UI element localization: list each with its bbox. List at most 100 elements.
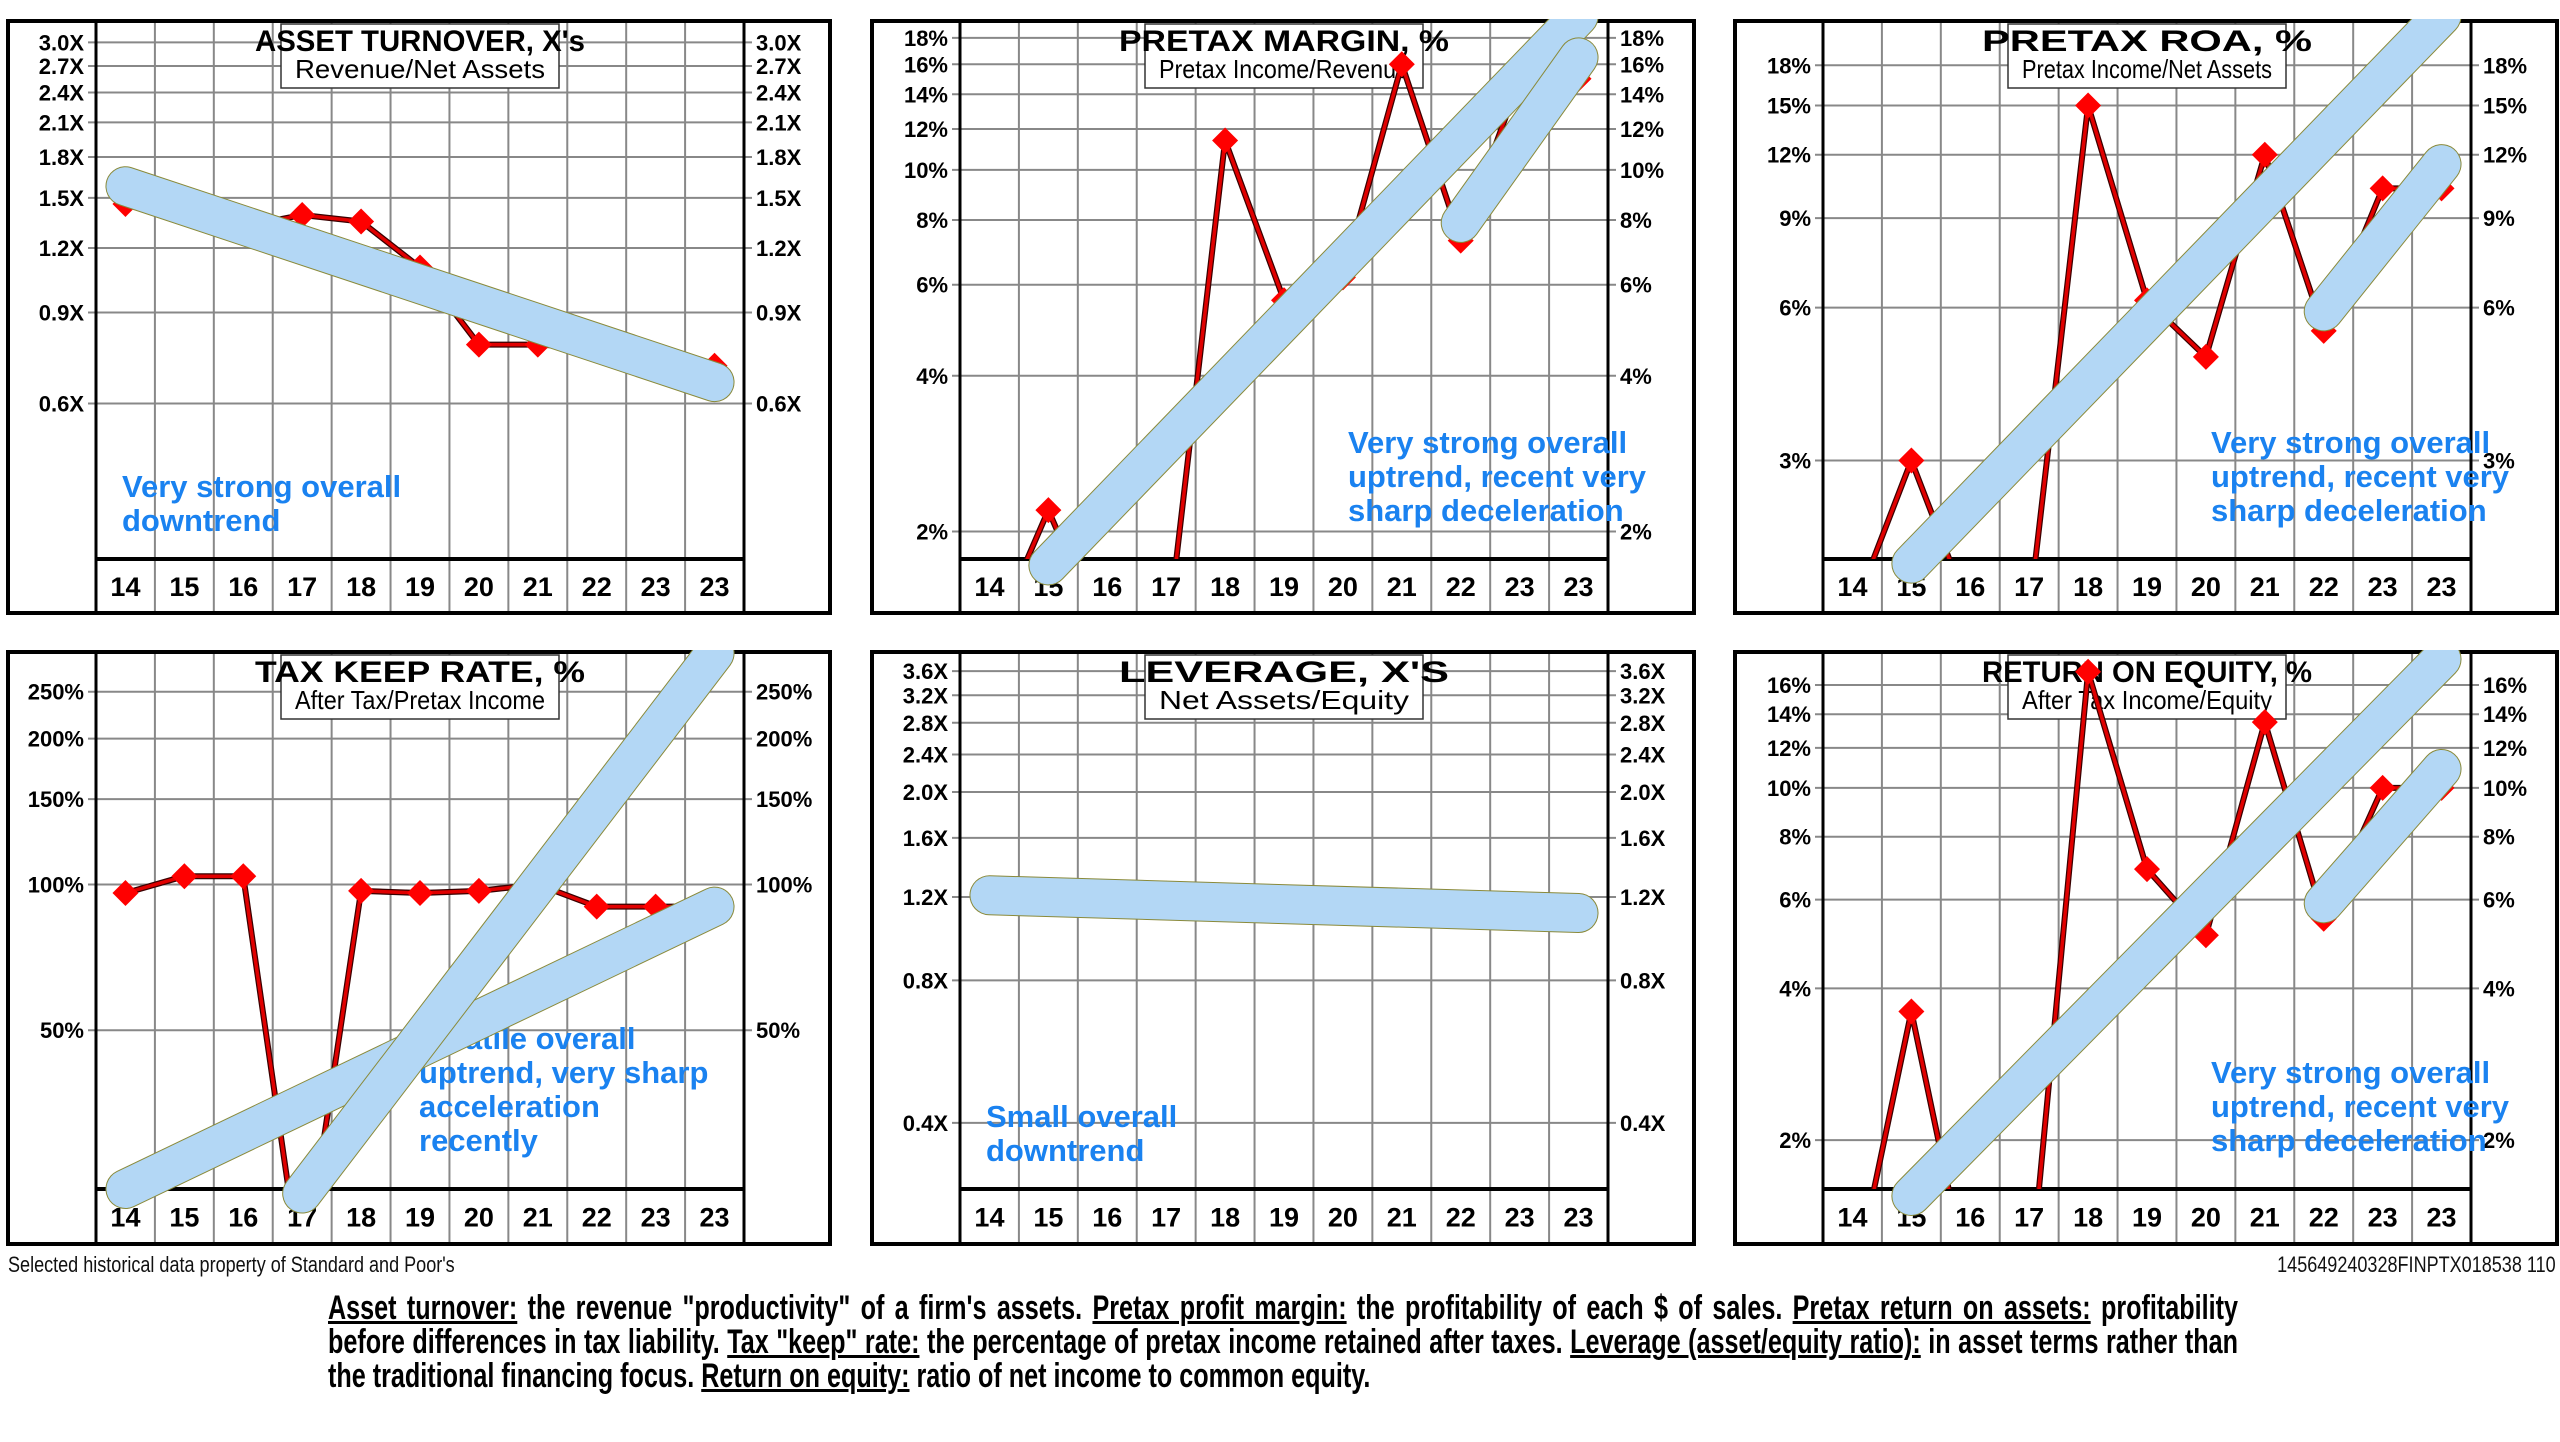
panel-frame bbox=[1733, 19, 2559, 615]
chart-subtitle: After Tax Income/Equity bbox=[2022, 685, 2272, 715]
x-tick-label: 17 bbox=[1151, 1203, 1181, 1233]
title-box bbox=[2007, 654, 2287, 720]
data-point-marker bbox=[348, 877, 375, 904]
x-tick-label: 19 bbox=[1269, 1203, 1299, 1233]
y-tick-label-left: 18% bbox=[1767, 53, 1811, 78]
trend-annotation-line: Very strong overall bbox=[2211, 1055, 2490, 1090]
x-tick-label: 22 bbox=[2309, 572, 2339, 602]
trend-band bbox=[2304, 145, 2461, 331]
y-tick-label-left: 12% bbox=[904, 117, 948, 142]
y-tick-label-right: 8% bbox=[1620, 208, 1652, 233]
y-tick-label-right: 14% bbox=[1620, 82, 1664, 107]
x-tick-label: 21 bbox=[1387, 1203, 1417, 1233]
x-tick-label: 20 bbox=[464, 1203, 494, 1233]
trend-annotation-line: uptrend, recent very bbox=[2211, 1089, 2510, 1124]
chart-title: RETURN ON EQUITY, % bbox=[1982, 656, 2312, 689]
y-tick-label-left: 1.2X bbox=[39, 236, 85, 261]
y-tick-label-left: 200% bbox=[28, 727, 84, 752]
x-tick-label: 17 bbox=[287, 572, 317, 602]
y-tick-label-right: 0.9X bbox=[756, 301, 802, 326]
x-tick-label: 23 bbox=[641, 572, 671, 602]
data-point-marker bbox=[2134, 856, 2160, 883]
chart-subtitle: Net Assets/Equity bbox=[1159, 685, 1409, 715]
y-tick-label-left: 12% bbox=[1767, 736, 1811, 761]
x-tick-label: 15 bbox=[1033, 1203, 1063, 1233]
x-tick-label: 14 bbox=[110, 572, 140, 602]
trend-band bbox=[106, 167, 734, 402]
trend-annotation-line: sharp deceleration bbox=[1348, 493, 1624, 528]
y-tick-label-left: 1.5X bbox=[39, 186, 85, 211]
x-tick-label: 23 bbox=[1564, 1203, 1594, 1233]
y-tick-label-left: 9% bbox=[1779, 206, 1811, 231]
data-point-marker bbox=[1388, 51, 1415, 78]
trend-band bbox=[2304, 749, 2461, 923]
x-tick-label: 16 bbox=[1092, 572, 1122, 602]
x-tick-label: 23 bbox=[2427, 572, 2457, 602]
glossary-text: the percentage of pretax income retained… bbox=[919, 1323, 1571, 1361]
data-point-marker bbox=[407, 880, 433, 907]
y-tick-label-left: 15% bbox=[1767, 93, 1811, 118]
glossary-text: the revenue "productivity" of a firm's a… bbox=[517, 1289, 1093, 1327]
data-point-marker bbox=[2251, 141, 2278, 168]
chart-subtitle: Revenue/Net Assets bbox=[295, 54, 545, 84]
y-tick-label-left: 2.0X bbox=[903, 780, 949, 805]
y-tick-label-right: 3.2X bbox=[1620, 683, 1666, 708]
y-tick-label-right: 18% bbox=[2483, 53, 2527, 78]
x-tick-label: 21 bbox=[2250, 1203, 2280, 1233]
y-tick-label-right: 15% bbox=[2483, 93, 2527, 118]
y-tick-label-right: 50% bbox=[756, 1018, 800, 1043]
panel-frame bbox=[6, 650, 832, 1246]
y-tick-label-left: 1.2X bbox=[903, 885, 949, 910]
chart-title: PRETAX MARGIN, % bbox=[1119, 25, 1449, 58]
y-tick-label-left: 3.0X bbox=[39, 30, 85, 55]
glossary-term: Pretax profit margin: bbox=[1092, 1289, 1347, 1327]
data-point-marker bbox=[583, 893, 610, 920]
y-tick-label-left: 8% bbox=[1779, 825, 1811, 850]
data-point-marker bbox=[465, 331, 492, 358]
y-tick-label-left: 0.6X bbox=[39, 391, 85, 416]
y-tick-label-right: 14% bbox=[2483, 702, 2527, 727]
chart-subtitle: Pretax Income/Net Assets bbox=[2022, 54, 2272, 84]
y-tick-label-right: 16% bbox=[1620, 52, 1664, 77]
y-tick-label-left: 6% bbox=[1779, 296, 1811, 321]
glossary-term: Tax "keep" rate: bbox=[727, 1323, 920, 1361]
y-tick-label-left: 0.4X bbox=[903, 1111, 949, 1136]
x-tick-label: 19 bbox=[405, 572, 435, 602]
y-tick-label-left: 1.8X bbox=[39, 145, 85, 170]
x-tick-label: 19 bbox=[2132, 1203, 2162, 1233]
ratio-charts-grid: 3.0X 3.0X 2.7X 2.7X 2.4X 2.4X 2.1X 2.1X 1.8X 1.8X… bbox=[6, 19, 2559, 1246]
data-point-marker bbox=[2369, 774, 2396, 801]
y-tick-label-left: 6% bbox=[916, 273, 948, 298]
data-point-marker bbox=[289, 201, 316, 228]
y-tick-label-left: 2.7X bbox=[39, 54, 85, 79]
y-tick-label-right: 1.8X bbox=[756, 145, 802, 170]
data-point-marker bbox=[2075, 92, 2102, 119]
y-tick-label-right: 0.8X bbox=[1620, 968, 1666, 993]
y-tick-label-right: 3% bbox=[2483, 449, 2515, 474]
x-tick-label: 23 bbox=[2427, 1203, 2457, 1233]
y-tick-label-right: 2.1X bbox=[756, 110, 802, 135]
x-tick-label: 22 bbox=[1446, 572, 1476, 602]
x-tick-label: 18 bbox=[1210, 572, 1240, 602]
panel-background bbox=[8, 21, 830, 613]
x-tick-label: 23 bbox=[641, 1203, 671, 1233]
x-tick-label: 15 bbox=[169, 572, 199, 602]
y-tick-label-right: 18% bbox=[1620, 26, 1664, 51]
glossary-term: Return on equity: bbox=[701, 1357, 910, 1395]
x-tick-label: 15 bbox=[169, 1203, 199, 1233]
glossary-term: Pretax return on assets: bbox=[1792, 1289, 2091, 1327]
y-tick-label-left: 0.9X bbox=[39, 301, 85, 326]
chart-subtitle: Pretax Income/Revenue bbox=[1159, 54, 1409, 84]
x-tick-label: 20 bbox=[1328, 1203, 1358, 1233]
title-box bbox=[280, 654, 560, 720]
y-tick-label-right: 10% bbox=[1620, 158, 1664, 183]
y-tick-label-left: 250% bbox=[28, 680, 84, 705]
x-tick-label: 23 bbox=[1505, 1203, 1535, 1233]
x-tick-label: 19 bbox=[2132, 572, 2162, 602]
trend-annotation-line: sharp deceleration bbox=[2211, 493, 2487, 528]
y-tick-label-right: 2.4X bbox=[1620, 742, 1666, 767]
chart-pretax-margin: 18% 18%16% 16%14% 14%12% 12%10% 10%8% 8%6% 6%4%… bbox=[870, 19, 1696, 615]
y-tick-label-left: 3.2X bbox=[903, 683, 949, 708]
y-tick-label-left: 0.8X bbox=[903, 968, 949, 993]
title-box bbox=[1144, 23, 1424, 89]
